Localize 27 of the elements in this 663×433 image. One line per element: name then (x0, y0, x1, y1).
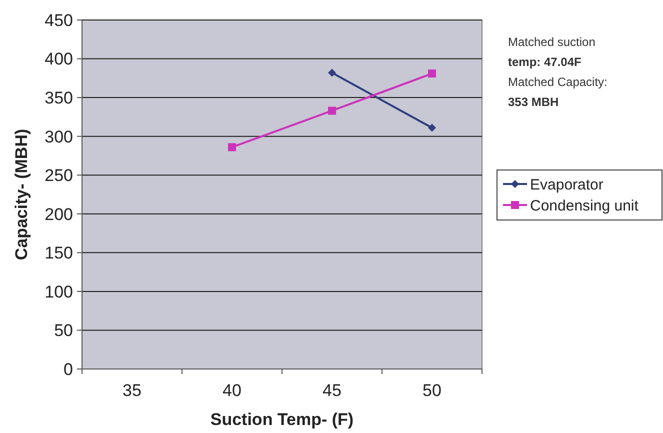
y-tick-label: 400 (44, 50, 73, 69)
y-tick-label: 350 (44, 88, 73, 108)
x-axis-title: Suction Temp- (F) (210, 410, 354, 429)
legend-label: Evaporator (530, 176, 604, 194)
text: 353 MBH (508, 95, 559, 109)
point (428, 70, 436, 78)
y-axis-title: Capacity- (MBH) (12, 128, 31, 260)
x-tick-label: 45 (322, 381, 342, 400)
y-tick-label: 200 (44, 204, 73, 224)
point (328, 68, 336, 77)
y-tick-label: 250 (44, 166, 73, 186)
text: Matched suction (508, 35, 596, 49)
point (428, 124, 436, 132)
y-tick-label: 150 (44, 244, 73, 263)
x-tick-label: 35 (122, 381, 142, 400)
x-tick-label: 50 (422, 381, 442, 400)
y-tick-label: 0 (64, 360, 73, 379)
y-tick-label: 50 (54, 321, 73, 340)
x-tick-label: 40 (222, 381, 242, 400)
y-tick-label: 450 (44, 10, 73, 30)
text: temp: 47.04F (508, 55, 582, 69)
point (228, 143, 236, 152)
text: Matched Capacity: (508, 75, 608, 89)
point (328, 106, 336, 115)
y-tick-label: 300 (44, 127, 73, 146)
legend-label: Condensing unit (530, 197, 640, 214)
y-tick-label: 100 (44, 282, 73, 302)
